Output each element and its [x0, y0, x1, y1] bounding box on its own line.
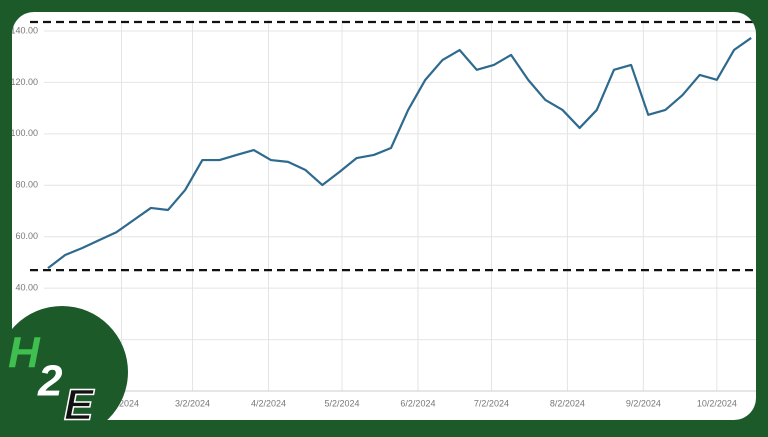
y-tick-label: 140.00	[10, 25, 38, 35]
plot: 0.0020.0040.0060.0080.00100.00120.00140.…	[10, 20, 756, 408]
x-tick-label: 9/2/2024	[626, 398, 661, 408]
x-tick-label: 7/2/2024	[474, 398, 509, 408]
x-tick-label: 10/2/2024	[697, 398, 737, 408]
logo-h: H	[8, 329, 41, 378]
x-tick-label: 3/2/2024	[175, 398, 210, 408]
x-tick-label: 4/2/2024	[251, 398, 286, 408]
price-line	[47, 37, 752, 269]
card	[12, 12, 756, 420]
x-tick-label: 6/2/2024	[400, 398, 435, 408]
x-tick-label: 2/2/2024	[104, 398, 139, 408]
y-tick-label: 80.00	[15, 180, 38, 190]
y-tick-label: 40.00	[15, 283, 38, 293]
logo: H 2 E	[0, 306, 128, 437]
x-tick-label: 5/2/2024	[324, 398, 359, 408]
logo-e: E	[64, 381, 95, 430]
y-tick-label: 60.00	[15, 231, 38, 241]
y-tick-label: 100.00	[10, 128, 38, 138]
x-tick-label: 8/2/2024	[550, 398, 585, 408]
logo-2: 2	[37, 357, 63, 406]
y-tick-label: 120.00	[10, 77, 38, 87]
